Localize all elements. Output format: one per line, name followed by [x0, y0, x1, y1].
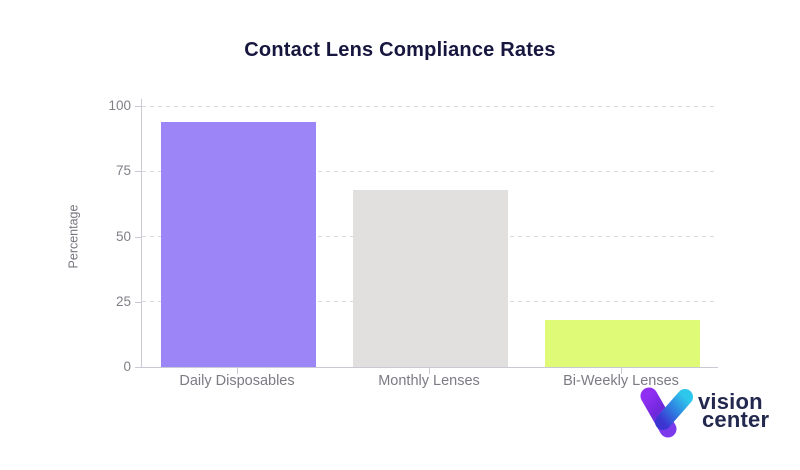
logo-text-center: center: [702, 406, 770, 432]
y-tick-mark-0: [135, 367, 141, 368]
y-tick-label-25: 25: [115, 293, 131, 309]
y-tick-label-0: 0: [123, 359, 131, 374]
y-tick-label-50: 50: [115, 228, 131, 244]
vision-center-wordmark: vision center: [698, 389, 770, 432]
bar-daily-disposables: [160, 121, 316, 367]
x-category-label-bi-weekly-lenses: Bi-Weekly Lenses: [563, 373, 679, 389]
y-axis-title: Percentage: [66, 204, 81, 269]
chart-title: Contact Lens Compliance Rates: [244, 39, 556, 61]
y-tick-label-100: 100: [108, 98, 131, 113]
bar-bi-weekly-lenses: [544, 320, 700, 367]
y-tick-mark-50: [135, 236, 141, 238]
logo-text-vision: vision: [698, 389, 763, 414]
y-axis-overhang: [141, 99, 142, 106]
plot-area: [141, 99, 718, 368]
y-tick-mark-75: [135, 171, 141, 173]
x-tick-mark-daily-disposables: [236, 368, 238, 374]
gridline-75: [142, 170, 715, 172]
bar-monthly-lenses: [352, 189, 508, 367]
x-tick-mark-bi-weekly-lenses: [620, 368, 622, 374]
y-tick-mark-100: [135, 106, 141, 107]
x-tick-mark-monthly-lenses: [428, 368, 430, 374]
x-category-label-daily-disposables: Daily Disposables: [179, 373, 295, 389]
vision-center-v-icon: [640, 387, 693, 438]
y-tick-mark-25: [135, 301, 141, 303]
vision-center-logo: vision center: [637, 386, 769, 440]
x-category-label-monthly-lenses: Monthly Lenses: [378, 373, 480, 389]
gridline-100: [142, 105, 715, 107]
y-tick-label-75: 75: [115, 163, 131, 179]
